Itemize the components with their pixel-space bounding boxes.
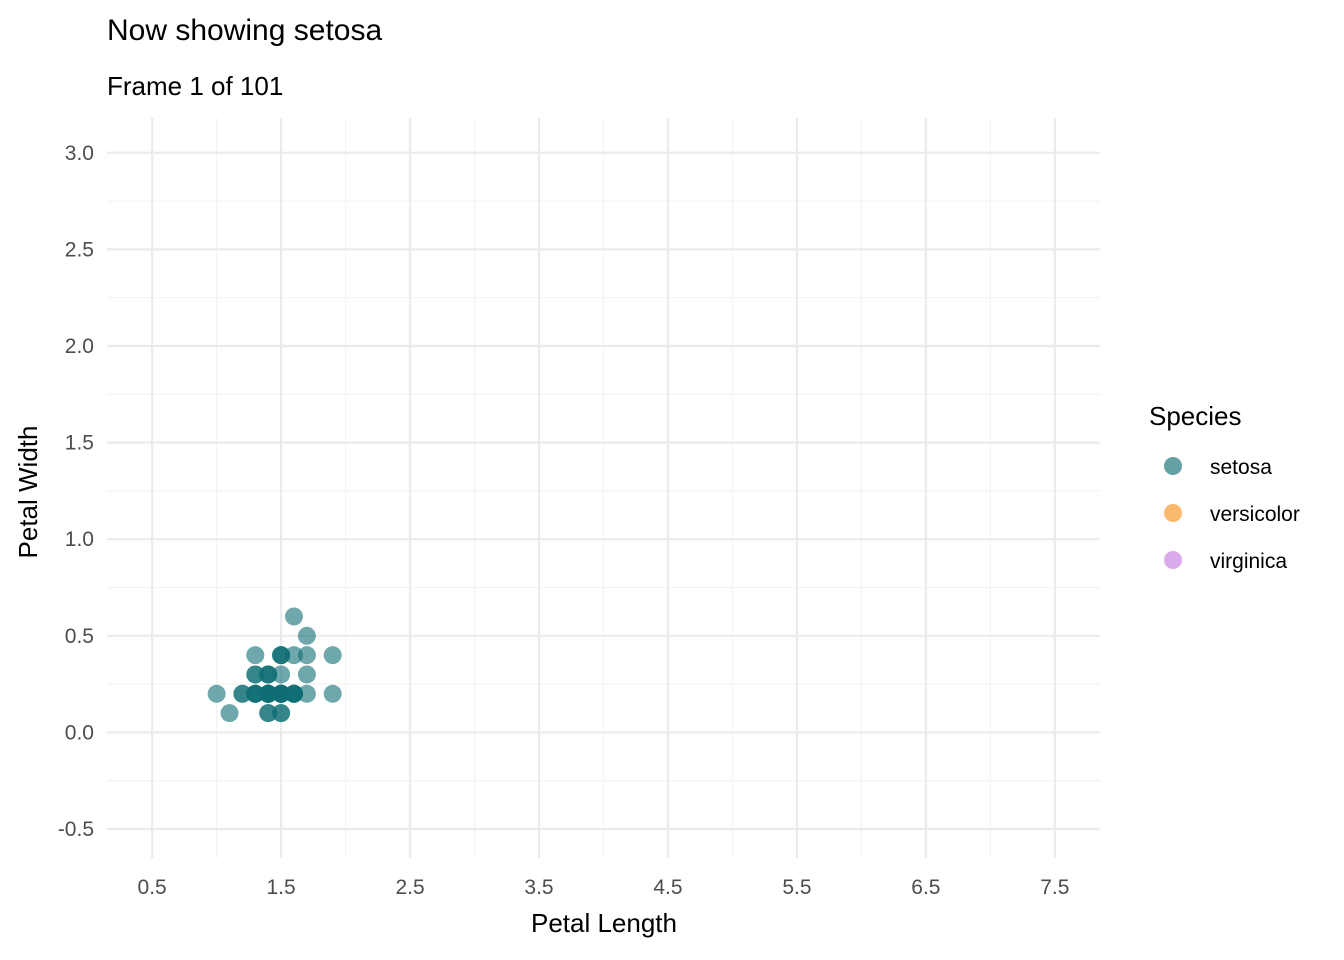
x-axis-ticks: 0.5 1.5 2.5 3.5 4.5 5.5 6.5 7.5 <box>138 876 1070 899</box>
data-point-setosa <box>297 646 316 665</box>
y-tick-label: 0.0 <box>65 721 94 744</box>
y-axis-ticks: -0.5 0.0 0.5 1.0 1.5 2.0 2.5 3.0 <box>58 142 94 841</box>
y-tick-label: 1.0 <box>65 528 94 551</box>
data-point-setosa <box>246 665 265 684</box>
data-point-setosa <box>272 684 291 703</box>
data-points <box>207 607 342 723</box>
legend-title: Species <box>1149 401 1242 431</box>
legend-label-versicolor: versicolor <box>1210 503 1300 526</box>
data-point-setosa <box>259 704 278 723</box>
data-point-setosa <box>272 646 291 665</box>
y-tick-label: 3.0 <box>65 142 94 165</box>
data-point-setosa <box>323 684 342 703</box>
data-point-setosa <box>297 665 316 684</box>
y-tick-label: 2.5 <box>65 238 94 261</box>
data-point-setosa <box>259 665 278 684</box>
x-tick-label: 0.5 <box>138 876 167 899</box>
data-point-setosa <box>220 704 239 723</box>
data-point-setosa <box>297 626 316 645</box>
data-point-setosa <box>272 704 291 723</box>
x-tick-label: 4.5 <box>653 876 682 899</box>
chart-subtitle: Frame 1 of 101 <box>107 71 283 101</box>
chart-title: Now showing setosa <box>107 14 382 47</box>
legend: Species setosa versicolor virginica <box>1149 401 1300 573</box>
y-tick-label: 2.0 <box>65 335 94 358</box>
legend-key-versicolor <box>1164 504 1182 522</box>
legend-label-virginica: virginica <box>1210 550 1287 573</box>
legend-key-virginica <box>1164 551 1182 569</box>
x-axis-title: Petal Length <box>531 908 677 938</box>
x-tick-label: 2.5 <box>395 876 424 899</box>
data-point-setosa <box>284 646 303 665</box>
data-point-setosa <box>284 607 303 626</box>
legend-label-setosa: setosa <box>1210 456 1272 479</box>
data-point-setosa <box>233 684 252 703</box>
data-point-setosa <box>259 684 278 703</box>
legend-key-setosa <box>1164 457 1182 475</box>
plot-grid <box>107 118 1100 858</box>
x-tick-label: 7.5 <box>1040 876 1069 899</box>
data-point-setosa <box>207 684 226 703</box>
data-point-setosa <box>297 684 316 703</box>
x-tick-label: 1.5 <box>266 876 295 899</box>
data-point-setosa <box>246 646 265 665</box>
x-tick-label: 5.5 <box>782 876 811 899</box>
y-tick-label: 0.5 <box>65 625 94 648</box>
data-point-setosa <box>284 684 303 703</box>
y-axis-title: Petal Width <box>13 426 43 559</box>
x-tick-label: 6.5 <box>911 876 940 899</box>
x-tick-label: 3.5 <box>524 876 553 899</box>
data-point-setosa <box>323 646 342 665</box>
data-point-setosa <box>272 665 291 684</box>
y-tick-label: 1.5 <box>65 432 94 455</box>
y-tick-label: -0.5 <box>58 818 94 841</box>
data-point-setosa <box>246 684 265 703</box>
